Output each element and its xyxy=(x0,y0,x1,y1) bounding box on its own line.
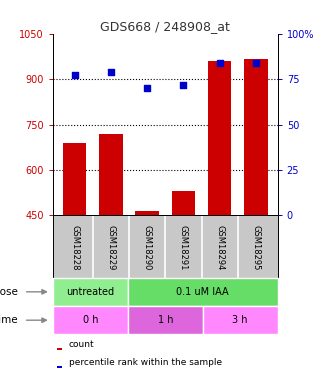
Point xyxy=(253,60,258,66)
Text: time: time xyxy=(0,315,18,325)
Text: GSM18290: GSM18290 xyxy=(143,225,152,270)
Text: 3 h: 3 h xyxy=(232,315,248,325)
Point xyxy=(72,72,77,78)
Bar xyxy=(244,60,268,215)
Bar xyxy=(57,366,62,368)
Text: 1 h: 1 h xyxy=(158,315,173,325)
Bar xyxy=(63,142,86,215)
Point xyxy=(145,85,150,91)
Bar xyxy=(208,61,231,215)
Text: GSM18228: GSM18228 xyxy=(70,225,79,270)
Text: GSM18295: GSM18295 xyxy=(251,225,260,270)
Text: GSM18294: GSM18294 xyxy=(215,225,224,270)
Text: percentile rank within the sample: percentile rank within the sample xyxy=(69,358,222,367)
Bar xyxy=(128,278,278,306)
Text: count: count xyxy=(69,340,94,349)
Point xyxy=(181,82,186,88)
Bar xyxy=(172,191,195,215)
Point xyxy=(217,60,222,66)
Bar xyxy=(57,348,62,350)
Point xyxy=(108,69,114,75)
Text: dose: dose xyxy=(0,287,18,297)
Bar xyxy=(128,306,203,334)
Bar xyxy=(203,306,278,334)
Text: untreated: untreated xyxy=(66,287,115,297)
Text: 0 h: 0 h xyxy=(83,315,98,325)
Text: GSM18229: GSM18229 xyxy=(107,225,116,270)
Title: GDS668 / 248908_at: GDS668 / 248908_at xyxy=(100,20,230,33)
Bar xyxy=(135,211,159,215)
Text: 0.1 uM IAA: 0.1 uM IAA xyxy=(177,287,229,297)
Text: GSM18291: GSM18291 xyxy=(179,225,188,270)
Bar xyxy=(99,134,123,215)
Bar xyxy=(53,306,128,334)
Bar xyxy=(53,278,128,306)
